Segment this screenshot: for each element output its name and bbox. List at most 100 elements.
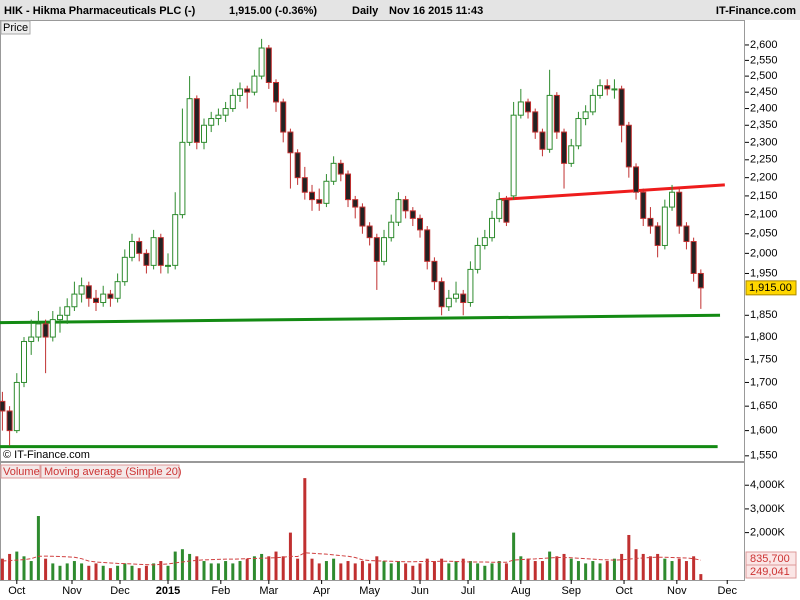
candle-body <box>453 293 460 299</box>
y-tick-label: 2,050 <box>750 228 778 240</box>
volume-bar <box>404 563 408 580</box>
candle-body <box>28 336 35 342</box>
candle-body <box>121 256 128 283</box>
volume-bar <box>267 556 271 580</box>
candle-body <box>409 210 416 219</box>
x-tick-label: Nov <box>667 585 687 597</box>
y-tick-label: 1,950 <box>750 267 778 279</box>
volume-bar <box>87 565 91 580</box>
candle-body <box>6 410 13 432</box>
candle-body <box>496 199 503 219</box>
x-tick-label: Oct <box>615 585 632 597</box>
last-price-label: 1,915.00 <box>749 282 792 294</box>
candle-body <box>575 118 582 147</box>
y-tick-label: 2,000 <box>750 247 778 259</box>
candle-body <box>661 206 668 246</box>
candle-body <box>381 237 388 262</box>
candle-body <box>316 199 323 204</box>
volume-bar <box>411 565 415 580</box>
volume-bar <box>80 563 84 580</box>
trend-line <box>0 313 721 325</box>
volume-bar <box>533 561 537 580</box>
quote: 1,915.00 (-0.36%) <box>229 5 317 17</box>
candle-body <box>553 94 560 133</box>
y-tick-label: 1,850 <box>750 309 778 321</box>
candle-body <box>150 237 157 266</box>
volume-bar <box>648 556 652 580</box>
volume-bar <box>620 553 624 580</box>
volume-bar <box>562 553 566 580</box>
volume-bar <box>274 551 278 580</box>
candle-body <box>107 293 114 299</box>
header-bar <box>0 0 800 20</box>
ma-last-label: 835,700 <box>750 553 790 565</box>
candle-body <box>129 241 136 258</box>
volume-bar <box>324 561 328 580</box>
candle-body <box>280 101 287 133</box>
volume-label-box <box>0 464 41 479</box>
candle-body <box>597 85 604 96</box>
volume-bar <box>656 553 660 580</box>
volume-bar <box>15 551 19 580</box>
x-tick-label: May <box>359 585 380 597</box>
volume-bar <box>0 558 4 580</box>
volume-bar <box>173 551 177 580</box>
volume-bar <box>375 556 379 580</box>
period: Daily <box>352 5 379 17</box>
candle-body <box>510 114 517 197</box>
candle-body <box>438 281 445 308</box>
ma-label-box <box>40 464 180 479</box>
volume-bar <box>281 556 285 580</box>
volume-tick-label: 2,000K <box>750 527 786 539</box>
volume-last-label: 249,041 <box>750 566 790 578</box>
candle-body <box>618 88 625 126</box>
volume-bar <box>497 561 501 580</box>
candle-body <box>669 191 676 208</box>
volume-bar <box>483 565 487 580</box>
candle-body <box>244 88 251 93</box>
volume-bar <box>684 561 688 580</box>
x-tick-label: Apr <box>313 585 330 597</box>
candle-body <box>179 141 186 216</box>
volume-bar <box>432 561 436 580</box>
volume-bar <box>159 561 163 580</box>
candle-body <box>294 152 301 179</box>
volume-bar <box>245 558 249 580</box>
candle-body <box>165 264 172 267</box>
candle-body <box>424 229 431 262</box>
volume-tick-label: 3,000K <box>750 503 786 515</box>
candle-body <box>287 131 294 154</box>
candle-body <box>100 293 107 304</box>
volume-bar <box>238 561 242 580</box>
candle-body <box>78 285 85 295</box>
candle-body <box>157 237 164 266</box>
volume-bar <box>36 516 40 580</box>
volume-tick-label: 4,000K <box>750 479 786 491</box>
volume-bar <box>699 574 703 580</box>
candle-body <box>85 285 92 299</box>
x-tick-label: Nov <box>62 585 82 597</box>
candle-body <box>582 111 589 120</box>
volume-bar <box>454 561 458 580</box>
candle-body <box>330 162 337 182</box>
volume-bar <box>101 565 105 580</box>
candle-body <box>143 252 150 266</box>
volume-bar <box>44 558 48 580</box>
candle-body <box>604 85 611 90</box>
volume-bar <box>526 558 530 580</box>
volume-bar <box>677 558 681 580</box>
y-tick-label: 2,250 <box>750 154 778 166</box>
volume-bar <box>627 534 631 580</box>
candle-body <box>309 191 316 201</box>
volume-bar <box>519 556 523 580</box>
volume-bar <box>130 565 134 580</box>
volume-bar <box>353 563 357 580</box>
volume-bar <box>548 551 552 580</box>
candle-body <box>136 241 143 254</box>
candle-body <box>474 244 481 270</box>
candle-body <box>237 88 244 96</box>
candle-body <box>345 173 352 201</box>
volume-bar <box>195 556 199 580</box>
volume-bar <box>540 561 544 580</box>
volume-bar <box>670 561 674 580</box>
